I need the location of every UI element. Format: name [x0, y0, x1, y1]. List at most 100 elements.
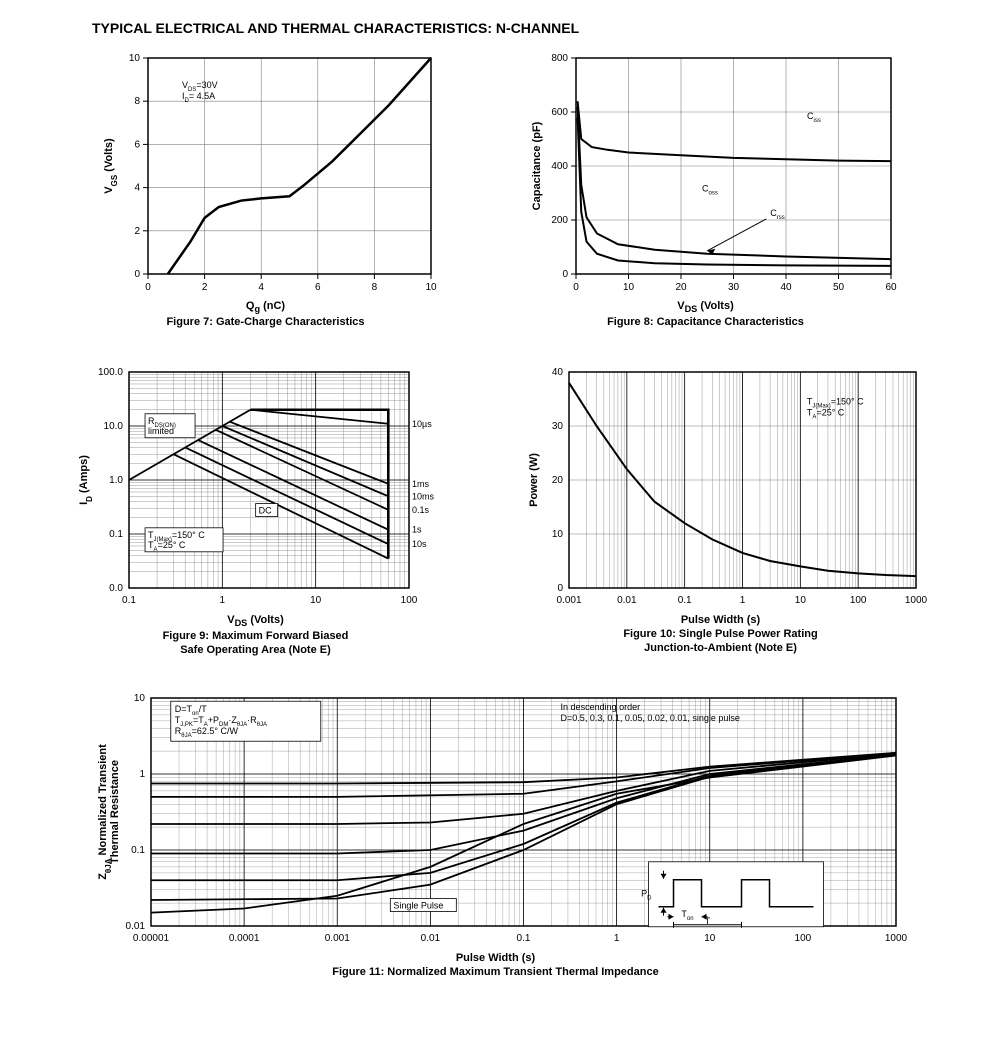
svg-text:0.0001: 0.0001 [228, 933, 259, 944]
svg-text:10µs: 10µs [412, 419, 432, 429]
svg-text:1: 1 [219, 595, 225, 606]
svg-text:0: 0 [145, 282, 151, 293]
fig10-caption: Figure 10: Single Pulse Power Rating Jun… [623, 628, 817, 656]
svg-text:400: 400 [551, 161, 568, 172]
fig7-cell: 02468100246810VGS (Volts)VDS=30VID= 4.5A… [86, 46, 446, 330]
svg-text:20: 20 [551, 475, 563, 486]
fig8-xlabel: VDS (Volts) [677, 300, 734, 314]
svg-text:0.1: 0.1 [131, 845, 145, 856]
svg-text:2: 2 [134, 226, 140, 237]
svg-text:Ciss: Ciss [807, 111, 821, 124]
svg-text:1000: 1000 [904, 595, 927, 606]
svg-text:2: 2 [201, 282, 207, 293]
svg-text:0.01: 0.01 [125, 921, 145, 932]
svg-text:Crss: Crss [770, 208, 785, 221]
fig9-cell: 0.11101000.00.11.010.0100.0ID (Amps)10µs… [61, 360, 451, 658]
svg-text:100: 100 [849, 595, 866, 606]
svg-text:ID (Amps): ID (Amps) [78, 455, 94, 505]
svg-text:20: 20 [675, 282, 687, 293]
svg-text:6: 6 [134, 139, 140, 150]
fig7-xlabel: Qg (nC) [246, 300, 285, 314]
svg-text:T: T [704, 915, 710, 925]
fig9-chart: 0.11101000.00.11.010.0100.0ID (Amps)10µs… [61, 360, 451, 610]
svg-text:DC: DC [258, 505, 271, 515]
svg-text:0.001: 0.001 [324, 933, 349, 944]
svg-text:D=0.5, 0.3, 0.1, 0.05, 0.02, 0: D=0.5, 0.3, 0.1, 0.05, 0.02, 0.01, singl… [560, 712, 739, 722]
row-3: 0.00001 0.0001 0.001 0.01 0.1 1 10 100 1000 0.01 0… [40, 688, 951, 980]
svg-text:1.0: 1.0 [109, 475, 123, 486]
svg-text:0.1: 0.1 [677, 595, 691, 606]
row-1: 02468100246810VGS (Volts)VDS=30VID= 4.5A… [40, 46, 951, 330]
svg-text:50: 50 [832, 282, 844, 293]
svg-text:In descending order: In descending order [560, 701, 640, 711]
svg-text:30: 30 [727, 282, 739, 293]
svg-text:60: 60 [885, 282, 897, 293]
fig10-chart: 0.001 0.01 0.1 1 10 100 1000 0 10 20 30 40 Power (W)… [511, 360, 931, 610]
svg-text:Single Pulse: Single Pulse [393, 900, 443, 910]
svg-text:1: 1 [739, 595, 745, 606]
fig11-xlabel: Pulse Width (s) [456, 952, 535, 964]
fig10-cell: 0.001 0.01 0.1 1 10 100 1000 0 10 20 30 40 Power (W)… [511, 360, 931, 658]
fig11-caption: Figure 11: Normalized Maximum Transient … [332, 966, 658, 980]
svg-text:1: 1 [139, 769, 145, 780]
svg-text:10: 10 [133, 693, 145, 704]
svg-text:4: 4 [258, 282, 264, 293]
svg-text:0.00001: 0.00001 [132, 933, 169, 944]
svg-text:10: 10 [551, 529, 563, 540]
fig10-xlabel: Pulse Width (s) [681, 614, 760, 626]
page-title: TYPICAL ELECTRICAL AND THERMAL CHARACTER… [92, 20, 951, 36]
svg-text:limited: limited [148, 426, 174, 436]
fig11-cell: 0.00001 0.0001 0.001 0.01 0.1 1 10 100 1000 0.01 0… [81, 688, 911, 980]
svg-text:40: 40 [551, 367, 563, 378]
row-2: 0.11101000.00.11.010.0100.0ID (Amps)10µs… [40, 360, 951, 658]
svg-text:0: 0 [573, 282, 579, 293]
svg-text:0.01: 0.01 [617, 595, 637, 606]
svg-text:10ms: 10ms [412, 491, 435, 501]
svg-text:100: 100 [400, 595, 417, 606]
svg-text:100: 100 [794, 933, 811, 944]
fig8-caption: Figure 8: Capacitance Characteristics [607, 316, 804, 330]
fig8-chart: 01020304050600200400600800Capacitance (p… [506, 46, 906, 296]
svg-text:100.0: 100.0 [97, 367, 122, 378]
svg-text:VGS (Volts): VGS (Volts) [103, 138, 119, 194]
svg-text:0: 0 [134, 269, 140, 280]
svg-text:10: 10 [794, 595, 806, 606]
svg-text:6: 6 [315, 282, 321, 293]
svg-text:10s: 10s [412, 539, 427, 549]
svg-text:800: 800 [551, 53, 568, 64]
svg-text:10: 10 [622, 282, 634, 293]
svg-text:0.0: 0.0 [109, 583, 123, 594]
svg-text:ID= 4.5A: ID= 4.5A [181, 91, 214, 104]
svg-text:Coss: Coss [702, 184, 718, 197]
svg-text:8: 8 [371, 282, 377, 293]
svg-text:0.1: 0.1 [109, 529, 123, 540]
svg-text:0.1s: 0.1s [412, 505, 430, 515]
svg-text:0: 0 [557, 583, 563, 594]
fig8-cell: 01020304050600200400600800Capacitance (p… [506, 46, 906, 330]
svg-text:10: 10 [425, 282, 437, 293]
svg-text:1ms: 1ms [412, 479, 430, 489]
svg-text:8: 8 [134, 96, 140, 107]
svg-text:1: 1 [613, 933, 619, 944]
svg-text:ZθJA Normalized TransientTherm: ZθJA Normalized TransientThermal Resista… [97, 743, 121, 879]
svg-text:600: 600 [551, 107, 568, 118]
svg-text:0.1: 0.1 [516, 933, 530, 944]
svg-text:0: 0 [562, 269, 568, 280]
svg-text:0.1: 0.1 [122, 595, 136, 606]
svg-text:200: 200 [551, 215, 568, 226]
svg-text:10: 10 [128, 53, 140, 64]
svg-text:Power (W): Power (W) [528, 453, 540, 507]
svg-text:30: 30 [551, 421, 563, 432]
svg-text:4: 4 [134, 183, 140, 194]
fig7-caption: Figure 7: Gate-Charge Characteristics [166, 316, 364, 330]
svg-text:10.0: 10.0 [103, 421, 123, 432]
svg-text:1s: 1s [412, 525, 422, 535]
svg-text:1000: 1000 [884, 933, 907, 944]
svg-text:Capacitance (pF): Capacitance (pF) [531, 121, 543, 210]
svg-text:0.01: 0.01 [420, 933, 440, 944]
svg-text:40: 40 [780, 282, 792, 293]
svg-text:10: 10 [310, 595, 322, 606]
fig7-chart: 02468100246810VGS (Volts)VDS=30VID= 4.5A [86, 46, 446, 296]
svg-text:0.001: 0.001 [556, 595, 581, 606]
svg-text:10: 10 [704, 933, 716, 944]
